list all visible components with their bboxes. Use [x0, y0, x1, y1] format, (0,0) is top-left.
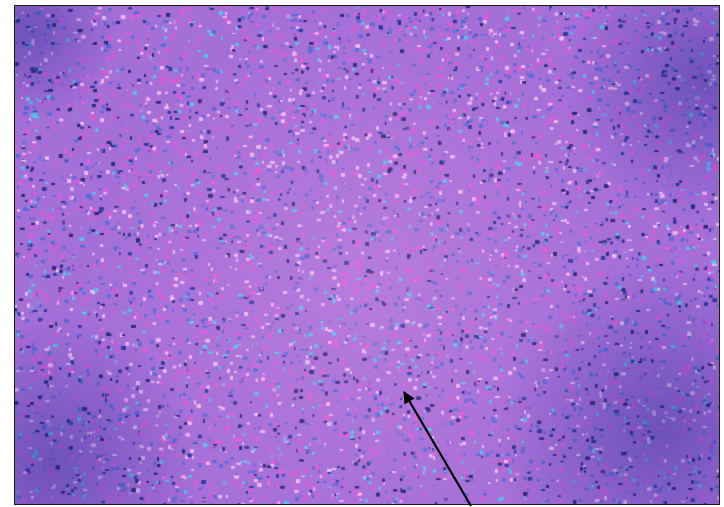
micrograph-frame [14, 5, 720, 505]
histology-micrograph [15, 6, 719, 504]
